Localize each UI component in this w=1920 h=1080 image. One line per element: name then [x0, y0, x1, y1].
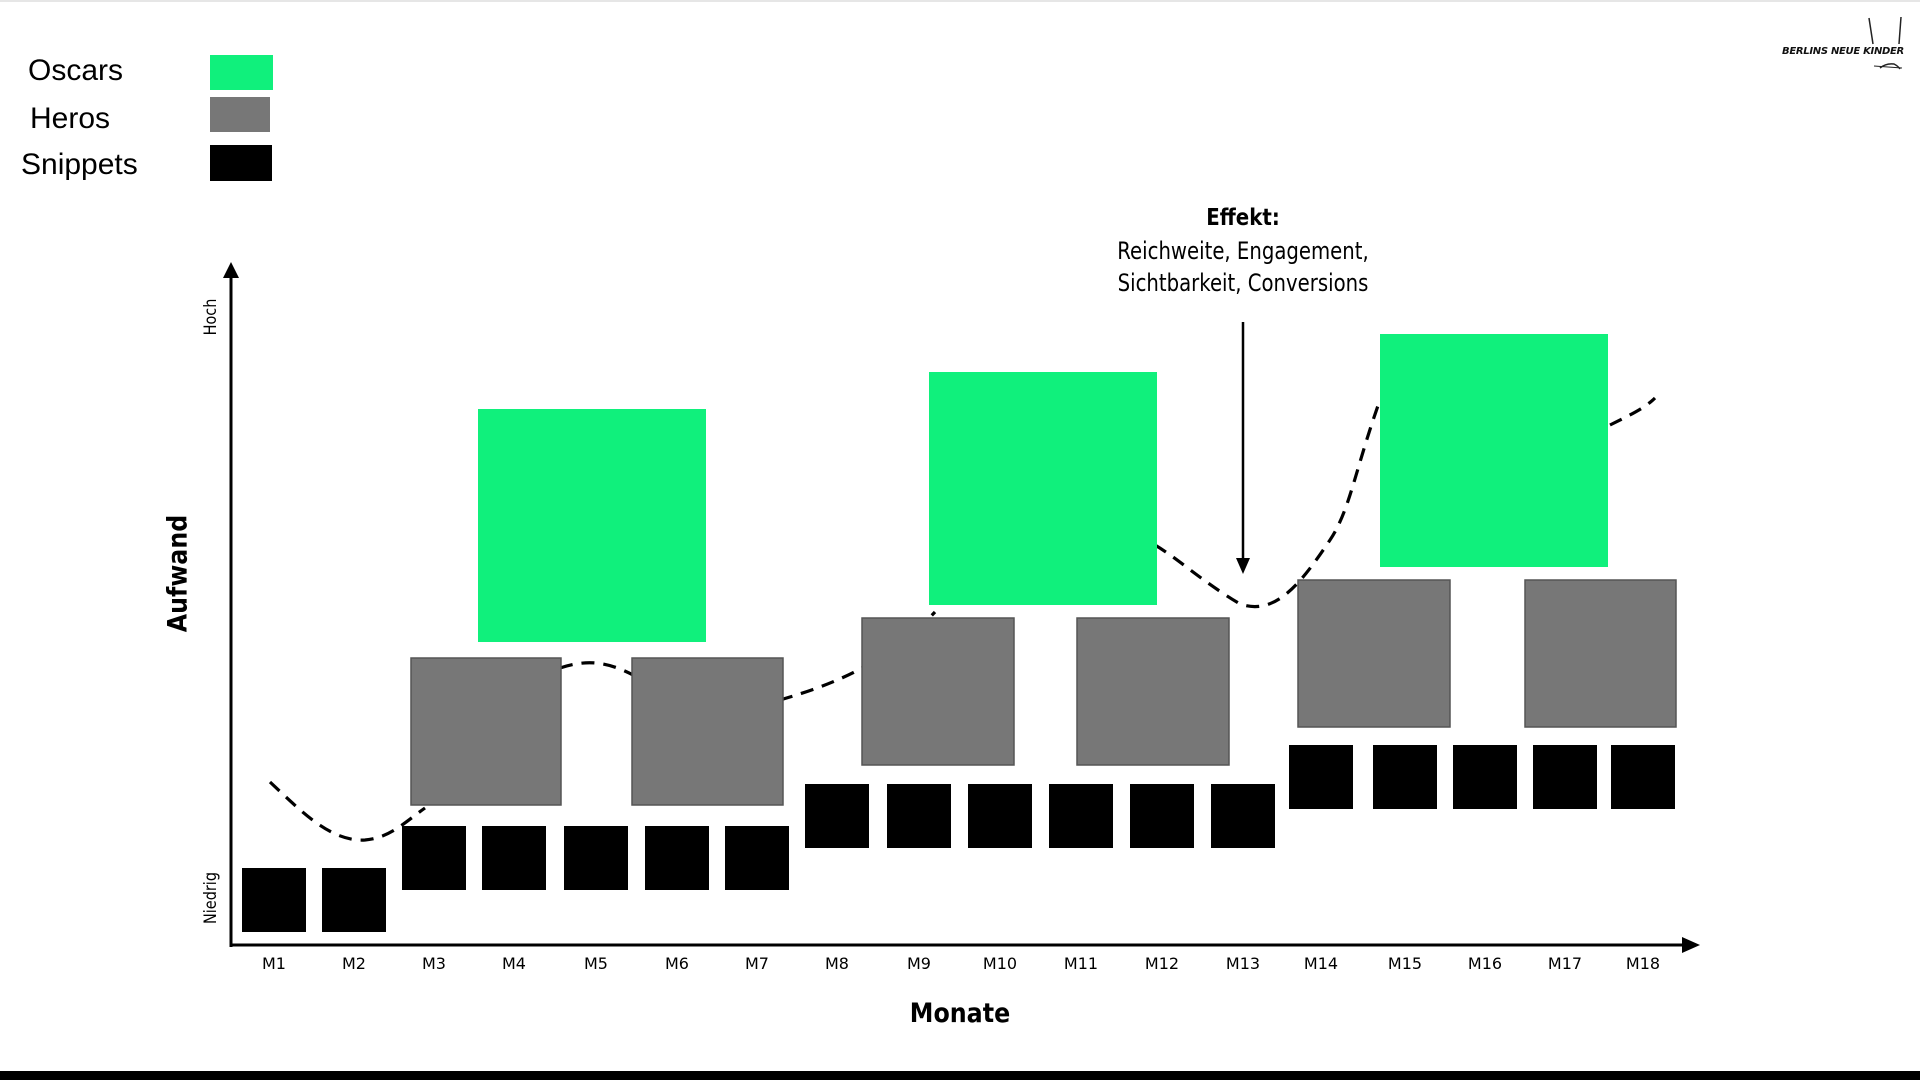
month-label-m1: M1: [262, 954, 286, 973]
y-axis-low-label: Niedrig: [201, 871, 221, 925]
month-label-m11: M11: [1064, 954, 1098, 973]
effort-trend-line: [268, 396, 1657, 842]
snippet-block-m14: [1289, 745, 1353, 809]
hero-block-4: [1076, 617, 1230, 766]
month-label-m17: M17: [1548, 954, 1582, 973]
month-label-m16: M16: [1468, 954, 1502, 973]
snippet-block-m18: [1611, 745, 1675, 809]
snippet-block-m16: [1453, 745, 1517, 809]
legend-swatch-snippets: [210, 145, 272, 181]
month-label-m6: M6: [665, 954, 689, 973]
logo-graphic: [1868, 16, 1903, 70]
snippet-block-m11: [1049, 784, 1113, 848]
y-axis-title: Aufwand: [162, 514, 194, 633]
effekt-title: Effekt:: [1206, 205, 1280, 231]
snippet-block-m10: [968, 784, 1032, 848]
snippet-block-m17: [1533, 745, 1597, 809]
hero-block-2: [631, 657, 784, 806]
effekt-line-2: Sichtbarkeit, Conversions: [1117, 269, 1369, 297]
snippet-block-m7: [725, 826, 789, 890]
snippet-block-m6: [645, 826, 709, 890]
snippet-block-m12: [1130, 784, 1194, 848]
month-label-m7: M7: [745, 954, 769, 973]
month-label-m13: M13: [1226, 954, 1260, 973]
oscar-block-3: [1380, 334, 1608, 567]
month-label-m3: M3: [422, 954, 446, 973]
legend-swatch-heros: [210, 97, 270, 132]
legend-label-heros: Heros: [30, 102, 111, 135]
snippet-block-m15: [1373, 745, 1437, 809]
snippet-block-m4: [482, 826, 546, 890]
snippet-block-m5: [564, 826, 628, 890]
snippet-block-m1: [242, 868, 306, 932]
snippet-block-m9: [887, 784, 951, 848]
bottom-bar: [0, 1071, 1920, 1080]
month-label-m5: M5: [584, 954, 608, 973]
effekt-arrow: [1236, 322, 1250, 574]
y-axis-high-label: Hoch: [201, 298, 221, 336]
oscar-block-1: [478, 409, 706, 642]
hero-block-5: [1297, 579, 1451, 728]
legend-label-snippets: Snippets: [21, 148, 138, 181]
legend-swatch-oscars: [210, 55, 273, 90]
month-labels: M1 M2 M3 M4 M5 M6 M7 M8 M9 M10 M11 M12 M13 M14 M15 M16 M…: [262, 954, 1660, 973]
month-label-m15: M15: [1388, 954, 1422, 973]
legend-label-oscars: Oscars: [28, 54, 124, 87]
x-axis-title: Monate: [909, 998, 1011, 1029]
content-blocks-layer: [242, 334, 1677, 932]
oscar-block-2: [929, 372, 1157, 605]
logo: BERLINS NEUE KINDER: [1782, 16, 1904, 72]
snippet-block-m3: [402, 826, 466, 890]
month-label-m4: M4: [502, 954, 526, 973]
month-label-m10: M10: [983, 954, 1017, 973]
snippet-block-m2: [322, 868, 386, 932]
snippet-block-m13: [1211, 784, 1275, 848]
y-axis-arrowhead: [223, 262, 239, 278]
month-label-m8: M8: [825, 954, 849, 973]
month-label-m2: M2: [342, 954, 366, 973]
effekt-line-1: Reichweite, Engagement,: [1117, 237, 1369, 265]
month-label-m14: M14: [1304, 954, 1338, 973]
month-label-m18: M18: [1626, 954, 1660, 973]
top-divider: [0, 0, 1920, 2]
axes: [223, 262, 1700, 953]
hero-block-3: [861, 617, 1015, 766]
month-label-m12: M12: [1145, 954, 1179, 973]
x-axis-arrowhead: [1682, 937, 1700, 953]
month-label-m9: M9: [907, 954, 931, 973]
logo-text: BERLINS NEUE KINDER: [1782, 46, 1904, 57]
hero-block-6: [1524, 579, 1677, 728]
hero-block-1: [410, 657, 562, 806]
effort-trend-line-layer: [268, 396, 1657, 842]
snippet-block-m8: [805, 784, 869, 848]
